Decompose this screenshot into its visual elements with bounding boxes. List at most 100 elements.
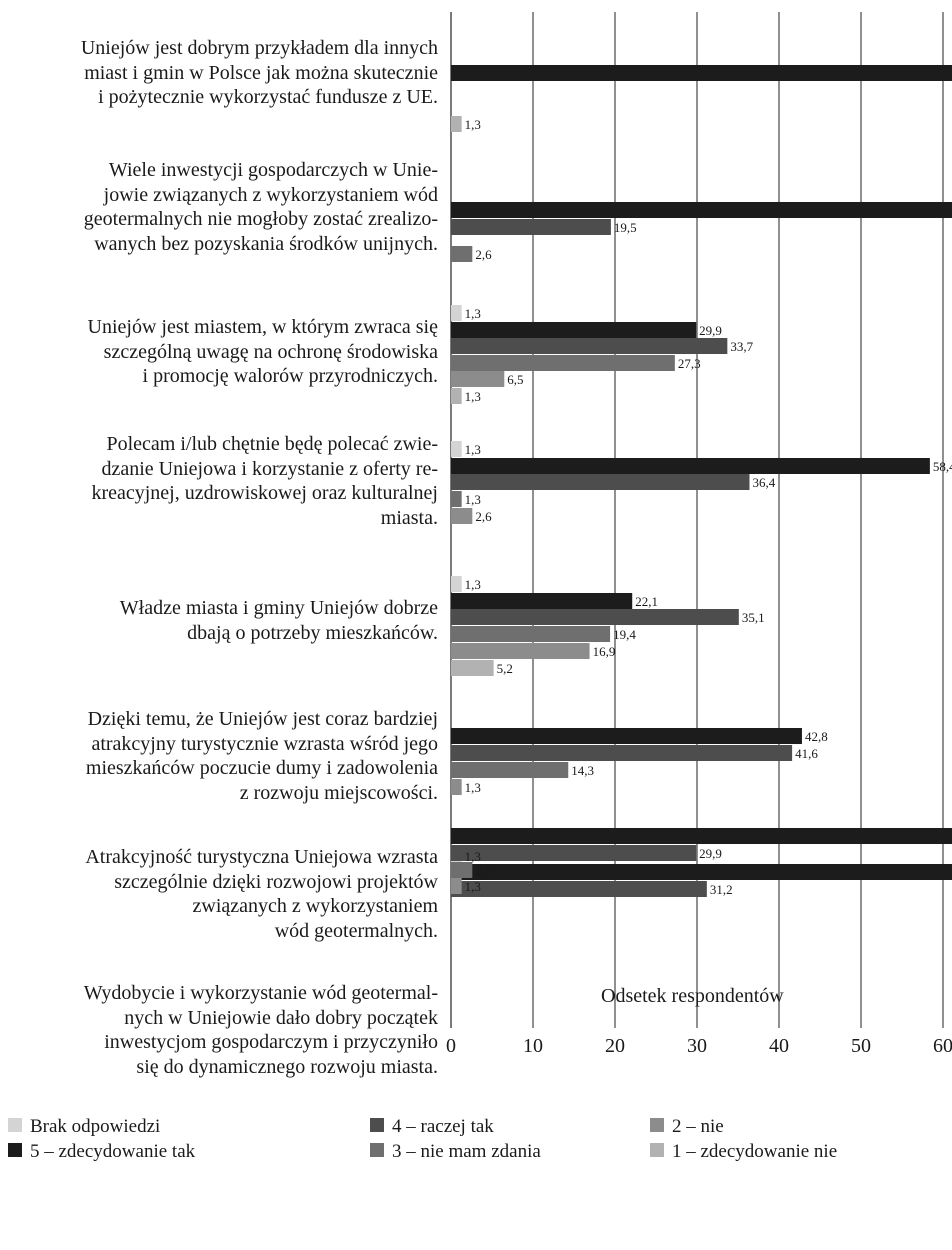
category-label-line: związanych z wykorzystaniem xyxy=(192,895,438,917)
category-label-line: inwestycjom gospodarczym i przyczyniło xyxy=(104,1031,438,1053)
bar-value-label: 1,3 xyxy=(465,780,481,795)
category-label-line: kreacyjnej, uzdrowiskowej oraz kulturaln… xyxy=(91,482,438,504)
bar-value-label: 1,3 xyxy=(465,849,481,864)
bar xyxy=(451,862,473,878)
bar-value-label: 41,6 xyxy=(795,746,818,761)
bar-value-label: 1,3 xyxy=(465,577,481,592)
bar xyxy=(451,338,728,354)
legend-swatch xyxy=(8,1118,22,1132)
x-tick-label: 30 xyxy=(687,1035,707,1057)
bar xyxy=(451,116,462,132)
bar xyxy=(451,65,952,81)
legend-swatch xyxy=(8,1143,22,1157)
legend-item: Brak odpowiedzi xyxy=(8,1116,160,1138)
legend-swatch xyxy=(650,1118,664,1132)
legend-item: 2 – nie xyxy=(650,1116,724,1138)
bar-value-label: 19,5 xyxy=(614,220,637,235)
category-label: Atrakcyjność turystyczna Uniejowa wzrast… xyxy=(0,845,438,943)
category-label-line: nych w Uniejowie dało dobry początek xyxy=(124,1006,438,1029)
category-label: Uniejów jest miastem, w którym zwraca si… xyxy=(0,315,438,389)
category-label-line: się do dynamicznego rozwoju miasta. xyxy=(136,1055,438,1078)
category-label-line: dzanie Uniejowa i korzystanie z oferty r… xyxy=(101,457,438,480)
category-label-line: geotermalnych nie mogłoby zostać zrealiz… xyxy=(83,208,438,230)
bar-value-label: 14,3 xyxy=(571,763,594,778)
category-label-line: Dzięki temu, że Uniejów jest coraz bardz… xyxy=(87,708,438,730)
bar xyxy=(451,322,697,338)
bar-value-label: 29,9 xyxy=(699,323,722,338)
category-label-line: miasta. xyxy=(380,506,438,529)
bar-value-label: 36,4 xyxy=(752,475,775,490)
legend-swatch xyxy=(650,1143,664,1157)
bar xyxy=(451,779,462,795)
category-label-line: z rozwoju miejscowości. xyxy=(239,781,438,804)
bar-value-label: 42,8 xyxy=(805,729,828,744)
bar xyxy=(451,388,462,404)
category-label-line: mieszkańców poczucie dumy i zadowolenia xyxy=(85,757,438,779)
category-label-line: atrakcyjny turystycznie wzrasta wśród je… xyxy=(91,732,438,755)
legend-item: 3 – nie mam zdania xyxy=(370,1141,541,1163)
category-label-line: wód geotermalnych. xyxy=(274,919,438,942)
category-label: Wiele inwestycji gospodarczych w Unie-jo… xyxy=(0,158,438,256)
bar-value-label: 1,3 xyxy=(465,389,481,404)
bar-value-label: 2,6 xyxy=(475,509,492,524)
category-label-line: Wydobycie i wykorzystanie wód geotermal- xyxy=(83,982,438,1004)
bar-value-label: 1,3 xyxy=(465,879,481,894)
bar xyxy=(451,626,611,642)
category-label: Polecam i/lub chętnie będę polecać zwie-… xyxy=(0,432,438,530)
legend-swatch xyxy=(370,1143,384,1157)
bar xyxy=(451,491,462,507)
legend-item: 4 – raczej tak xyxy=(370,1116,494,1138)
bar xyxy=(451,864,952,880)
bar xyxy=(451,305,462,321)
category-label: Dzięki temu, że Uniejów jest coraz bardz… xyxy=(0,707,438,805)
bar-value-label: 35,1 xyxy=(742,610,765,625)
bar xyxy=(451,458,930,474)
bar-value-label: 29,9 xyxy=(699,846,722,861)
legend-label: 1 – zdecydowanie nie xyxy=(672,1141,838,1162)
bar xyxy=(451,576,462,592)
category-label-line: i promocję walorów przyrodniczych. xyxy=(142,365,438,387)
bar xyxy=(451,828,952,844)
category-label-line: i pożytecznie wykorzystać fundusze z UE. xyxy=(98,86,438,108)
bar xyxy=(451,762,569,778)
bar xyxy=(451,745,793,761)
bar-value-label: 1,3 xyxy=(465,117,481,132)
category-label: Wydobycie i wykorzystanie wód geotermal-… xyxy=(0,981,438,1079)
bar-value-label: 31,2 xyxy=(710,882,733,897)
bar-value-label: 27,3 xyxy=(678,356,701,371)
bar xyxy=(451,246,473,262)
bar-value-label: 5,2 xyxy=(497,661,513,676)
x-axis-ticks: 01020304050607080 xyxy=(446,1035,952,1057)
bar xyxy=(451,441,462,457)
bar xyxy=(451,609,739,625)
bar-value-label: 6,5 xyxy=(507,372,523,387)
legend-item: 5 – zdecydowanie tak xyxy=(8,1141,195,1163)
bar-value-label: 19,4 xyxy=(613,627,636,642)
x-tick-label: 20 xyxy=(605,1035,625,1057)
category-label: Uniejów jest dobrym przykładem dla innyc… xyxy=(0,36,438,110)
bar xyxy=(451,593,633,609)
x-tick-label: 60 xyxy=(933,1035,952,1057)
category-label-line: Uniejów jest miastem, w którym zwraca si… xyxy=(87,316,438,338)
bar-value-label: 58,4 xyxy=(933,459,952,474)
bar-value-label: 1,3 xyxy=(465,442,481,457)
category-label-line: Atrakcyjność turystyczna Uniejowa wzrast… xyxy=(85,846,438,868)
bar xyxy=(451,474,750,490)
bar xyxy=(451,202,952,218)
category-label-line: szczególnie dzięki rozwojowi projektów xyxy=(114,870,438,893)
legend-label: 4 – raczej tak xyxy=(392,1116,494,1137)
bar xyxy=(451,845,697,861)
bar xyxy=(451,878,462,894)
bar-value-label: 22,1 xyxy=(635,594,658,609)
bar xyxy=(451,219,611,235)
bar xyxy=(451,355,675,371)
category-label-line: Wiele inwestycji gospodarczych w Unie- xyxy=(108,159,438,181)
legend-label: 3 – nie mam zdania xyxy=(392,1141,541,1162)
legend-label: 2 – nie xyxy=(672,1116,724,1137)
x-tick-label: 10 xyxy=(523,1035,543,1057)
legend-label: 5 – zdecydowanie tak xyxy=(30,1141,196,1162)
bar-value-label: 2,6 xyxy=(475,247,492,262)
category-label-line: dbają o potrzeby mieszkańców. xyxy=(187,621,438,644)
bar-value-label: 33,7 xyxy=(730,339,753,354)
